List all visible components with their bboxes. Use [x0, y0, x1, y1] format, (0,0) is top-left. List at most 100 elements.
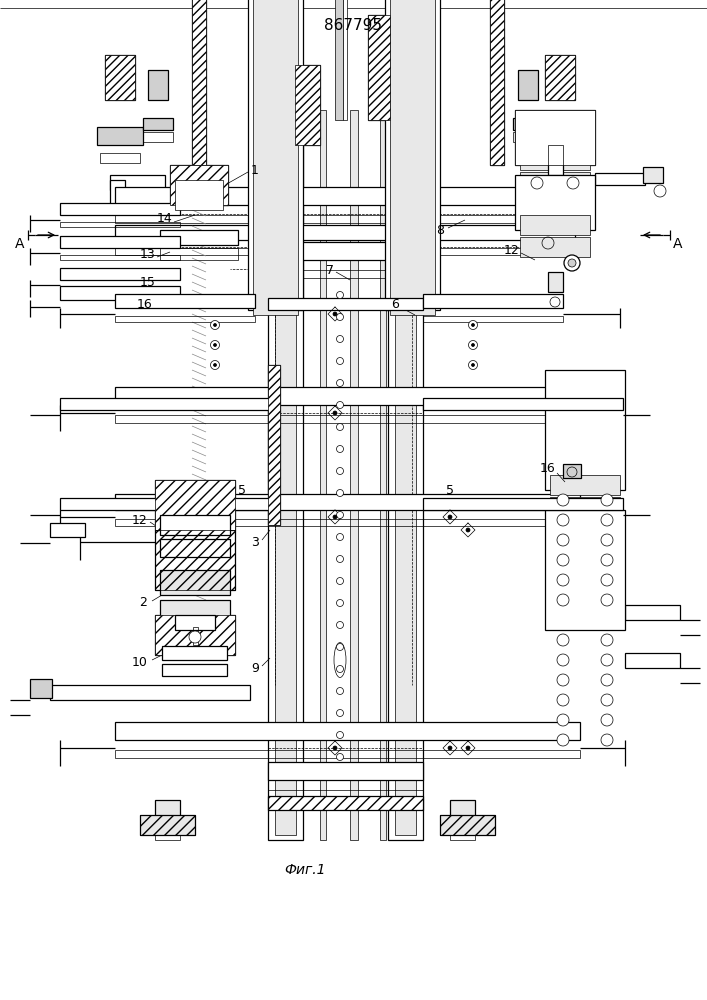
Bar	[268, 95, 303, 840]
Circle shape	[601, 514, 613, 526]
Bar	[140, 815, 195, 835]
Circle shape	[337, 710, 344, 716]
Circle shape	[601, 534, 613, 546]
Text: 1: 1	[251, 163, 259, 176]
Circle shape	[568, 259, 576, 267]
Circle shape	[337, 314, 344, 320]
Bar	[192, 0, 206, 165]
Circle shape	[337, 599, 344, 606]
Text: А: А	[16, 237, 25, 251]
Bar	[115, 722, 580, 740]
Bar	[115, 215, 575, 223]
Circle shape	[337, 512, 344, 518]
Text: 7: 7	[326, 263, 334, 276]
Bar	[140, 815, 195, 835]
Bar	[548, 145, 563, 175]
Circle shape	[466, 746, 470, 750]
Bar	[160, 515, 230, 535]
Text: 10: 10	[132, 656, 148, 668]
Bar	[518, 70, 538, 100]
Bar	[175, 180, 223, 210]
Bar	[162, 664, 227, 676]
Bar	[60, 255, 180, 260]
Circle shape	[469, 320, 477, 330]
Text: 13: 13	[140, 248, 156, 261]
Circle shape	[469, 340, 477, 350]
Bar	[148, 70, 168, 100]
Circle shape	[448, 746, 452, 750]
Bar	[253, 0, 298, 315]
Circle shape	[211, 320, 219, 330]
Bar	[115, 187, 575, 205]
Bar	[155, 530, 235, 590]
Circle shape	[337, 379, 344, 386]
Bar	[625, 605, 680, 620]
Bar	[595, 173, 645, 185]
Bar	[160, 539, 230, 557]
Bar	[155, 615, 235, 655]
Bar	[155, 832, 180, 840]
Bar	[175, 615, 215, 630]
Bar	[188, 508, 212, 520]
Bar	[423, 398, 623, 410]
Bar	[537, 127, 583, 145]
Bar	[143, 132, 173, 142]
Bar	[368, 15, 390, 120]
Circle shape	[337, 292, 344, 298]
Bar	[390, 0, 435, 315]
Circle shape	[531, 177, 543, 189]
Bar	[115, 415, 580, 423]
Bar	[30, 679, 52, 698]
Bar	[423, 498, 623, 510]
Circle shape	[214, 344, 216, 347]
Bar	[110, 175, 165, 190]
Bar	[115, 316, 255, 322]
Bar	[450, 832, 475, 840]
Circle shape	[337, 358, 344, 364]
Bar	[115, 387, 580, 405]
Bar	[50, 523, 85, 537]
Bar	[275, 100, 296, 835]
Circle shape	[472, 324, 474, 326]
Bar	[335, 0, 343, 120]
Bar	[268, 365, 280, 525]
Circle shape	[601, 554, 613, 566]
Bar	[115, 225, 575, 240]
Bar	[160, 230, 238, 245]
Bar	[155, 800, 180, 820]
Circle shape	[214, 363, 216, 366]
Bar	[295, 65, 320, 145]
Bar	[160, 248, 238, 260]
Bar	[450, 800, 475, 820]
Text: 5: 5	[446, 484, 454, 496]
Bar	[550, 475, 620, 495]
Circle shape	[601, 654, 613, 666]
Bar	[60, 203, 180, 215]
Circle shape	[466, 528, 470, 532]
Bar	[183, 502, 217, 512]
Text: 8: 8	[436, 224, 444, 236]
Bar	[268, 270, 423, 278]
Circle shape	[333, 312, 337, 316]
Bar	[540, 153, 580, 163]
Bar	[60, 498, 270, 510]
Bar	[520, 237, 590, 257]
Circle shape	[557, 714, 569, 726]
Bar	[515, 110, 595, 165]
Text: А: А	[673, 237, 683, 251]
Circle shape	[337, 424, 344, 430]
Bar	[520, 150, 590, 170]
Bar	[343, 0, 347, 120]
Circle shape	[601, 714, 613, 726]
Bar	[193, 627, 198, 645]
Bar	[60, 286, 180, 300]
Circle shape	[337, 534, 344, 540]
Bar	[545, 55, 575, 100]
Bar	[110, 180, 125, 205]
Circle shape	[337, 666, 344, 672]
Circle shape	[601, 674, 613, 686]
Circle shape	[337, 401, 344, 408]
Bar	[60, 268, 180, 280]
Bar	[170, 165, 228, 205]
Bar	[515, 175, 595, 230]
